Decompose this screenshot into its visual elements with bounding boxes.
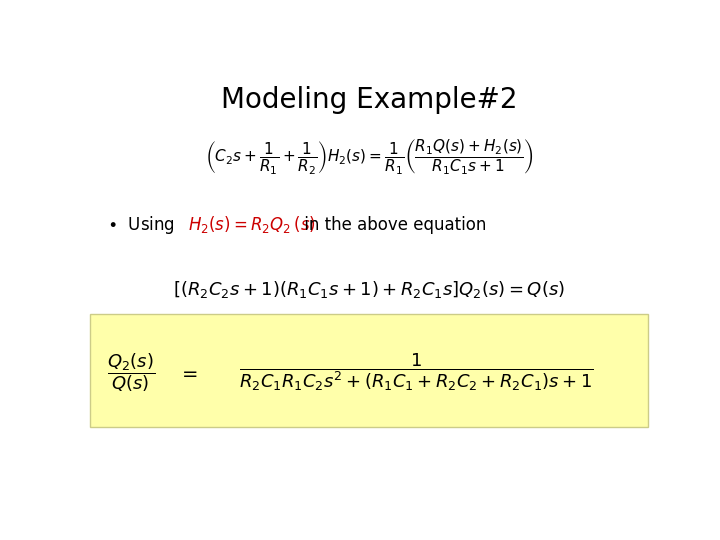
Text: $\mathit{H_2(s) = R_2 Q_2\,(s)}$: $\mathit{H_2(s) = R_2 Q_2\,(s)}$ <box>188 214 315 235</box>
Text: $\dfrac{Q_2(s)}{Q(s)}$: $\dfrac{Q_2(s)}{Q(s)}$ <box>107 351 155 394</box>
Text: $\bullet$  Using: $\bullet$ Using <box>107 214 176 236</box>
FancyBboxPatch shape <box>90 314 648 427</box>
Text: $\left(C_2 s + \dfrac{1}{R_1} + \dfrac{1}{R_2}\right)H_2(s) = \dfrac{1}{R_1}\lef: $\left(C_2 s + \dfrac{1}{R_1} + \dfrac{1… <box>204 137 534 176</box>
Text: in the above equation: in the above equation <box>300 216 487 234</box>
Text: $\dfrac{1}{R_2 C_1 R_1 C_2 s^2 + \left(R_1 C_1 + R_2 C_2 + R_2 C_1\right)s + 1}$: $\dfrac{1}{R_2 C_1 R_1 C_2 s^2 + \left(R… <box>239 352 594 393</box>
Text: $\left[(R_2 C_2 s + 1)(R_1 C_1 s + 1) + R_2 C_1 s\right]Q_2(s) = Q(s)$: $\left[(R_2 C_2 s + 1)(R_1 C_1 s + 1) + … <box>173 279 565 300</box>
Text: $=$: $=$ <box>178 363 198 382</box>
Text: Modeling Example#2: Modeling Example#2 <box>221 85 517 113</box>
